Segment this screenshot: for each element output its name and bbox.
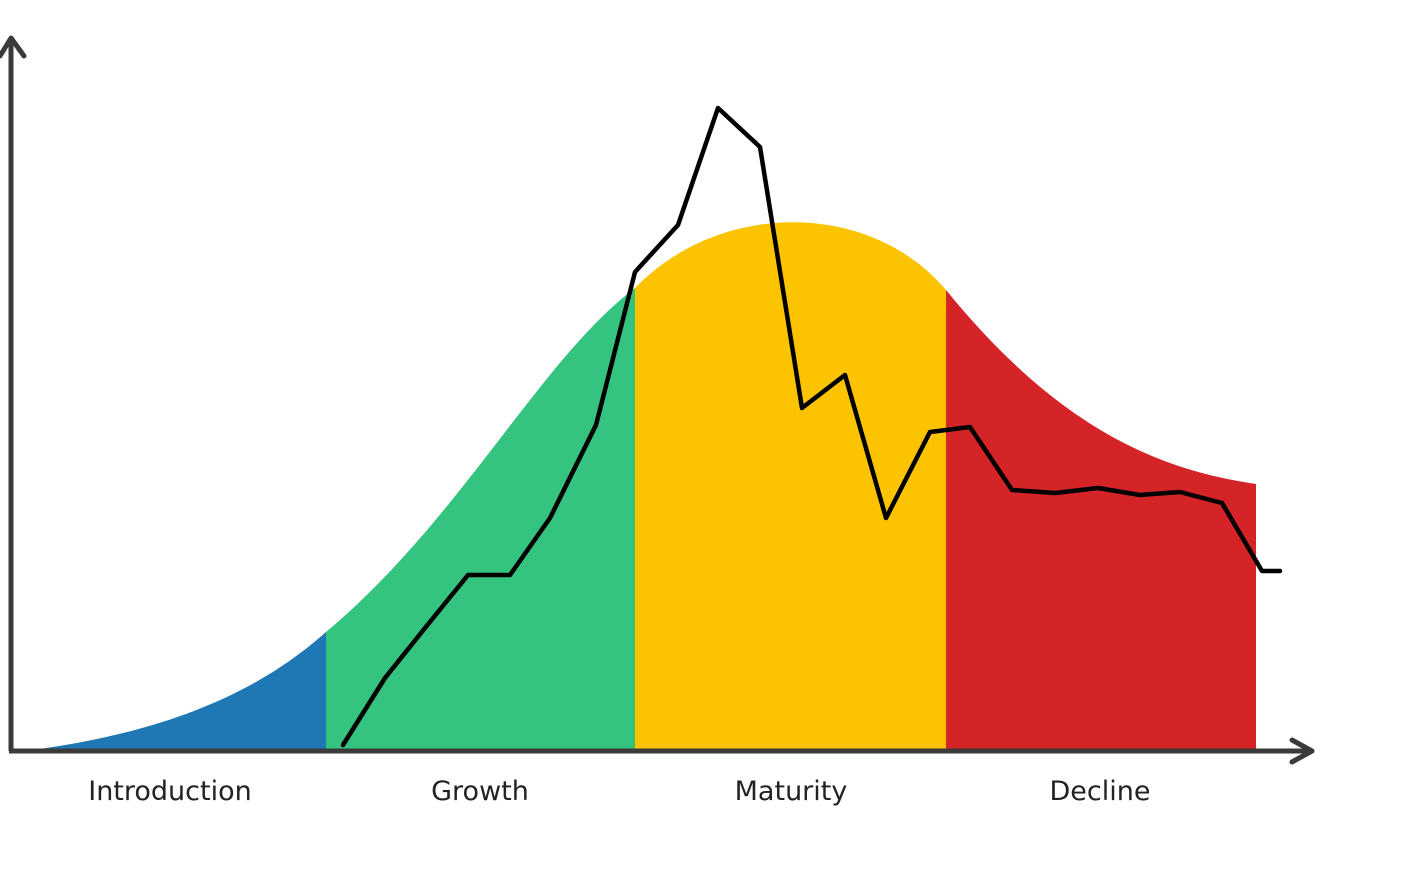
label-introduction: Introduction bbox=[88, 776, 252, 807]
phase-region-maturity bbox=[635, 222, 946, 751]
label-decline: Decline bbox=[1050, 776, 1151, 807]
axes bbox=[0, 35, 1315, 765]
introduction-area bbox=[25, 632, 326, 751]
label-growth: Growth bbox=[431, 776, 529, 807]
maturity-area bbox=[635, 222, 946, 751]
growth-area bbox=[326, 288, 635, 751]
actual-sales-line bbox=[340, 105, 1283, 748]
phase-region-growth bbox=[326, 288, 635, 751]
y-axis-arrow bbox=[0, 35, 27, 59]
phase-region-decline bbox=[946, 290, 1256, 751]
decline-area bbox=[946, 290, 1256, 751]
x-axis-arrow bbox=[1289, 737, 1315, 765]
label-maturity: Maturity bbox=[735, 776, 848, 807]
phase-region-introduction bbox=[25, 632, 326, 751]
